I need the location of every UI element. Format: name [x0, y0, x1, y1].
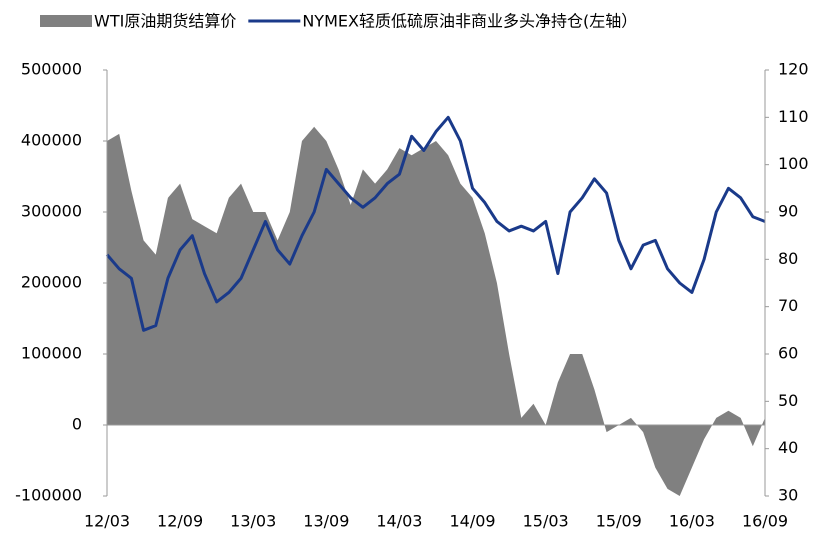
- y2-tick-label: 60: [778, 344, 798, 363]
- y2-tick-label: 50: [778, 391, 798, 410]
- y-tick-label: 300000: [21, 202, 82, 221]
- x-tick-label: 15/09: [596, 512, 642, 531]
- y-tick-label: 500000: [21, 60, 82, 79]
- x-tick-label: 15/03: [523, 512, 569, 531]
- x-tick-label: 12/09: [157, 512, 203, 531]
- y2-tick-label: 30: [778, 486, 798, 505]
- legend-swatch: [40, 15, 92, 27]
- y2-tick-label: 110: [778, 107, 809, 126]
- y-tick-label: -100000: [15, 486, 82, 505]
- x-tick-label: 16/09: [742, 512, 788, 531]
- y-tick-label: 0: [72, 415, 82, 434]
- y2-tick-label: 120: [778, 60, 809, 79]
- x-tick-label: 14/03: [376, 512, 422, 531]
- x-tick-label: 13/09: [303, 512, 349, 531]
- legend-label: WTI原油期货结算价: [94, 12, 236, 31]
- y2-tick-label: 40: [778, 438, 798, 457]
- y2-tick-label: 70: [778, 296, 798, 315]
- legend-label: NYMEX轻质低硫原油非商业多头净持仓(左轴）: [302, 12, 637, 31]
- y2-tick-label: 100: [778, 154, 809, 173]
- y2-tick-label: 90: [778, 202, 798, 221]
- y-tick-label: 100000: [21, 344, 82, 363]
- x-tick-label: 12/03: [84, 512, 130, 531]
- x-tick-label: 13/03: [230, 512, 276, 531]
- area: [107, 126, 765, 497]
- y2-tick-label: 80: [778, 249, 798, 268]
- y-tick-label: 400000: [21, 131, 82, 150]
- line: [105, 115, 766, 332]
- x-tick-label: 16/03: [669, 512, 715, 531]
- x-tick-label: 14/09: [450, 512, 496, 531]
- y-tick-label: 200000: [21, 273, 82, 292]
